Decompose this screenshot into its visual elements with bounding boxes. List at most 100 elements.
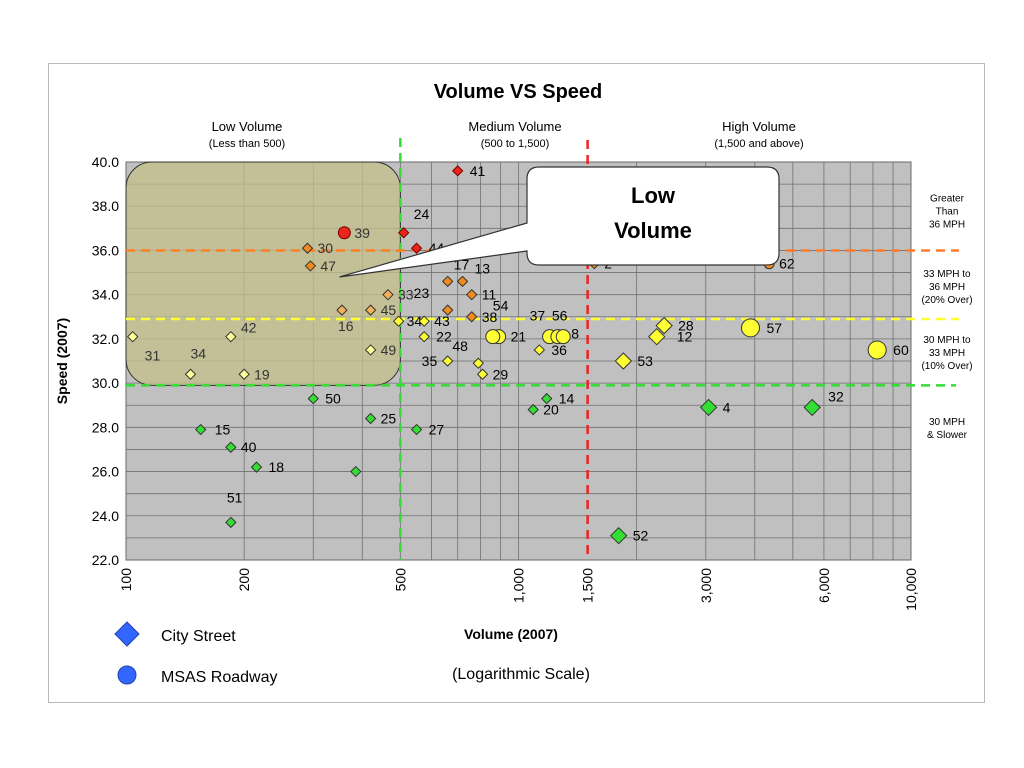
point-marker [740, 318, 760, 338]
point-label: 23 [414, 285, 430, 301]
point-marker [126, 330, 139, 343]
point-label: 42 [241, 320, 257, 336]
speed-band-label: Greater [930, 194, 965, 205]
point-label: 47 [320, 258, 336, 274]
reference-lines [126, 138, 959, 560]
point-marker [485, 329, 501, 345]
callout-line-1: Low [631, 183, 676, 208]
point-marker [301, 242, 314, 254]
point-label: 40 [241, 439, 257, 455]
point-marker [398, 227, 410, 239]
point-marker [392, 315, 405, 327]
point-label: 19 [254, 366, 270, 382]
low-volume-callout: Low Volume [339, 166, 780, 278]
point-label: 34 [191, 345, 207, 361]
point-marker [410, 423, 423, 436]
x-tick-label: 10,000 [903, 568, 919, 611]
point-label: 25 [381, 410, 397, 426]
point-marker [867, 340, 887, 360]
zone-title: Low Volume [212, 119, 283, 134]
legend: City Street MSAS Roadway [114, 621, 278, 686]
point-label: 50 [325, 391, 341, 407]
point-marker [555, 329, 571, 345]
point-marker [410, 242, 423, 254]
point-marker [441, 355, 454, 367]
point-marker [451, 165, 464, 177]
point-label: 11 [482, 287, 497, 303]
point-marker [648, 327, 666, 346]
point-marker [533, 344, 546, 356]
zone-title: Medium Volume [468, 119, 561, 134]
point-label: 43 [434, 313, 450, 329]
chart-title: Volume VS Speed [434, 81, 603, 103]
y-tick-label: 34.0 [92, 287, 119, 303]
point-marker [382, 288, 394, 301]
callout-line-2: Volume [614, 218, 692, 243]
speed-band-label: 30 MPH to [923, 335, 971, 346]
x-tick-label: 1,500 [580, 568, 596, 603]
speed-band-label: 33 MPH to [923, 269, 971, 280]
y-tick-label: 30.0 [92, 375, 119, 391]
speed-band-label: 33 MPH [929, 348, 965, 359]
point-marker [476, 368, 489, 380]
point-marker [336, 304, 348, 316]
zone-subtitle: (Less than 500) [209, 138, 285, 150]
point-label: 37 [530, 308, 546, 324]
speed-band-label: 36 MPH [929, 220, 965, 231]
y-tick-label: 38.0 [92, 198, 119, 214]
point-marker [304, 260, 317, 272]
point-label: 48 [452, 338, 468, 354]
point-label: 45 [381, 302, 397, 318]
speed-band-label: 30 MPH [929, 417, 965, 428]
x-tick-label: 200 [236, 568, 252, 592]
point-marker [472, 357, 485, 369]
volume-zone-headers: Low Volume (Less than 500) Medium Volume (5… [209, 119, 804, 150]
point-label: 15 [215, 422, 231, 438]
point-marker [609, 526, 628, 545]
point-marker [184, 368, 197, 380]
speed-band-label: (20% Over) [921, 295, 972, 306]
point-label: 49 [381, 342, 397, 358]
point-marker [655, 316, 673, 335]
point-marker [225, 330, 237, 343]
point-label: 18 [268, 459, 284, 475]
point-label: 22 [436, 329, 452, 345]
point-label: 20 [543, 402, 559, 418]
point-marker [418, 315, 430, 327]
point-marker [350, 465, 362, 478]
point-marker [456, 275, 469, 288]
point-label: 12 [677, 329, 693, 345]
point-label: 53 [637, 353, 653, 369]
x-tick-label: 500 [392, 568, 408, 592]
point-label: 60 [893, 342, 909, 358]
x-tick-label: 3,000 [698, 568, 714, 603]
point-marker [614, 352, 633, 370]
point-label: 30 [317, 240, 333, 256]
point-label: 56 [552, 308, 568, 324]
point-label: 57 [766, 320, 782, 336]
speed-band-label: (10% Over) [921, 361, 972, 372]
point-label: 35 [422, 353, 438, 369]
y-tick-label: 40.0 [92, 154, 119, 170]
point-label: 14 [559, 391, 575, 407]
point-marker [225, 441, 237, 453]
speed-band-label: & Slower [927, 430, 968, 441]
point-marker [466, 288, 478, 301]
y-tick-label: 28.0 [92, 419, 119, 435]
zone-subtitle: (1,500 and above) [714, 138, 803, 150]
point-label: 21 [511, 329, 527, 345]
x-tick-label: 100 [118, 568, 134, 592]
y-axis-label: Speed (2007) [54, 318, 70, 404]
speed-band-label: 36 MPH [929, 282, 965, 293]
x-tick-label: 6,000 [816, 568, 832, 603]
point-label: 16 [338, 318, 354, 334]
x-axis-scale-note: (Logarithmic Scale) [452, 666, 590, 683]
y-axis-ticks: 22.0 24.0 26.0 28.0 30.0 32.0 34.0 36.0 38.0 40.0 [92, 154, 119, 568]
point-marker [541, 392, 553, 405]
speed-band-labels: Greater Than 36 MPH 33 MPH to 36 MPH (20% Ove… [921, 194, 972, 441]
x-axis-ticks: 100 200 500 1,000 1,500 3,000 6,000 10,000 [118, 568, 919, 611]
point-marker [699, 398, 718, 417]
point-label: 34 [407, 313, 423, 329]
point-label: 41 [470, 163, 486, 179]
point-label: 27 [429, 422, 445, 438]
